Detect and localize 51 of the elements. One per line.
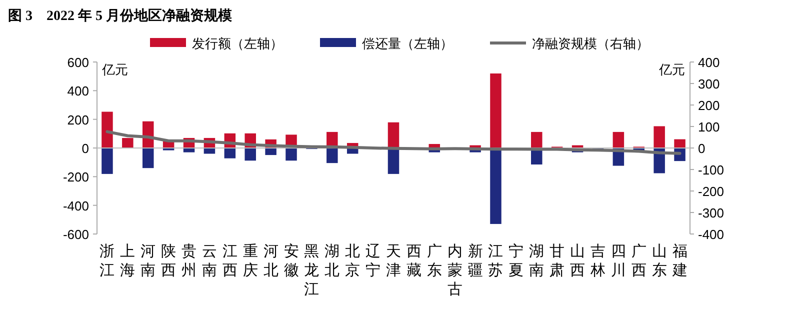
legend-label: 偿还量（左轴） — [362, 36, 453, 51]
x-tick-label: 浙江 — [100, 243, 115, 279]
y-tick-label: -200 — [62, 170, 89, 185]
y2-tick-label: 300 — [698, 76, 720, 92]
y2-tick-label: -400 — [698, 227, 724, 242]
x-tick-label: 内蒙古 — [447, 243, 462, 298]
y2-tick-label: -300 — [698, 206, 724, 220]
x-tick-label: 广东 — [426, 243, 442, 279]
y-tick-label: 600 — [67, 55, 89, 70]
x-tick-label: 河北 — [263, 243, 278, 279]
x-tick-label: 湖南 — [529, 243, 544, 279]
y2-tick-label: 200 — [698, 98, 720, 113]
x-tick-label: 重庆 — [242, 243, 258, 279]
y2-tick-label: 400 — [698, 55, 720, 70]
y2-tick-label: 0 — [698, 141, 706, 156]
x-tick-label: 云南 — [202, 243, 217, 279]
y2-tick-label: 100 — [698, 120, 720, 134]
x-tick-label: 山西 — [570, 243, 586, 279]
y2-tick-label: -100 — [698, 162, 724, 178]
x-tick-label: 西藏 — [406, 243, 422, 279]
legend-label: 发行额（左轴） — [192, 36, 283, 51]
x-tick-label: 江苏 — [488, 243, 504, 279]
x-tick-label: 河南 — [140, 243, 156, 279]
x-tick-label: 陕西 — [161, 243, 176, 279]
x-tick-label: 江西 — [222, 243, 238, 279]
x-tick-label: 广西 — [631, 243, 646, 279]
x-tick-label: 贵州 — [182, 243, 197, 279]
x-tick-label: 北京 — [345, 243, 360, 279]
x-tick-label: 黑龙江 — [304, 243, 320, 298]
x-tick-label: 四川 — [610, 243, 626, 279]
y-tick-label: 0 — [82, 141, 89, 156]
x-tick-label: 福建 — [671, 243, 688, 279]
legend-label: 净融资规模（右轴） — [532, 36, 649, 51]
y-tick-label: 400 — [67, 84, 89, 99]
y-tick-label: -400 — [62, 198, 89, 214]
x-tick-label: 天津 — [386, 243, 401, 279]
y-axis-title: 亿元 — [101, 62, 128, 77]
y2-axis-title: 亿元 — [658, 62, 685, 77]
x-tick-label: 辽宁 — [366, 243, 381, 279]
x-tick-label: 山东 — [652, 243, 667, 279]
x-tick-label: 安徽 — [284, 243, 299, 279]
x-tick-label: 甘肃 — [550, 243, 565, 279]
x-tick-label: 新疆 — [468, 243, 483, 279]
x-tick-label: 湖北 — [324, 243, 340, 279]
x-tick-label: 吉林 — [589, 243, 606, 279]
x-tick-label: 上海 — [120, 243, 136, 279]
y-tick-label: -600 — [62, 227, 89, 242]
chart-title: 图 3 2022 年 5 月份地区净融资规模 — [8, 8, 233, 24]
y-tick-label: 200 — [67, 112, 89, 128]
y2-tick-label: -200 — [698, 184, 724, 199]
x-tick-label: 宁夏 — [508, 243, 524, 279]
